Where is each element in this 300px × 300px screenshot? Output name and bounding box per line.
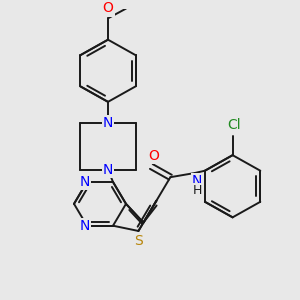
Text: N: N	[80, 175, 90, 189]
Text: Cl: Cl	[227, 118, 240, 132]
Text: N: N	[80, 219, 90, 233]
Text: S: S	[134, 234, 143, 248]
Text: H: H	[192, 184, 202, 197]
Text: O: O	[103, 2, 113, 15]
Text: O: O	[148, 148, 159, 163]
Text: N: N	[103, 116, 113, 130]
Text: N: N	[192, 174, 202, 188]
Text: N: N	[103, 163, 113, 177]
